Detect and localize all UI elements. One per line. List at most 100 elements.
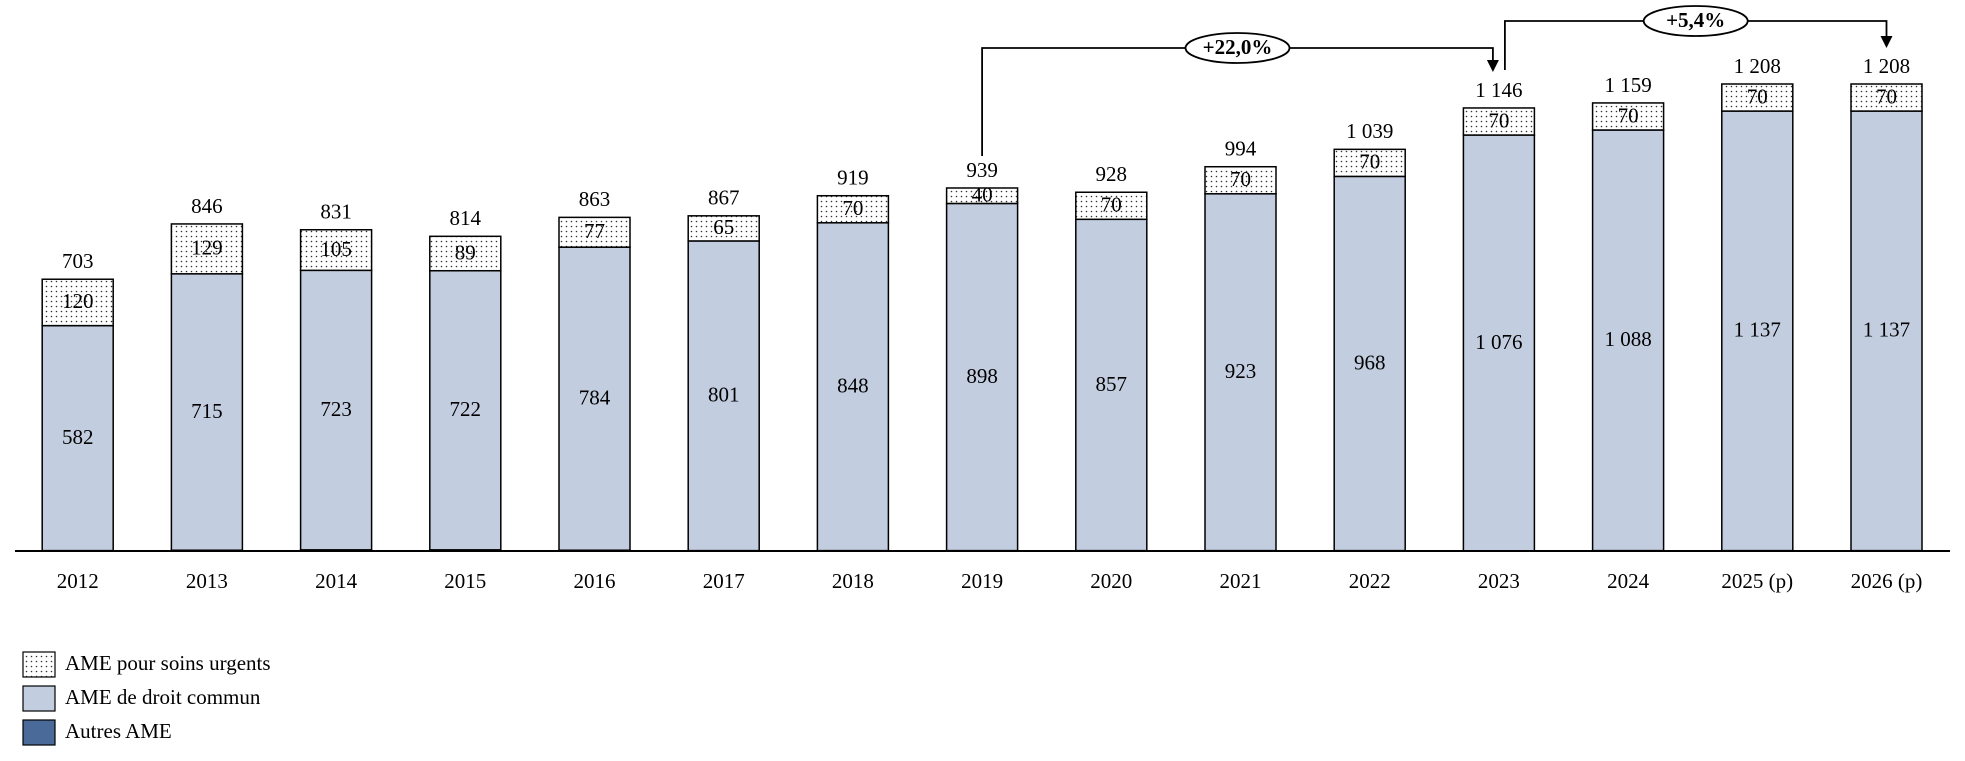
value-label: 70	[1618, 103, 1639, 127]
bar-segment	[816, 194, 890, 224]
value-label: 70	[1876, 84, 1897, 108]
value-label: 1 088	[1604, 327, 1651, 351]
annotation-text: +5,4%	[1666, 8, 1725, 32]
legend-swatch	[22, 719, 56, 746]
total-label: 939	[966, 158, 998, 182]
total-label: 1 208	[1734, 54, 1781, 78]
annotation-bubble	[1184, 32, 1291, 64]
bar-segment	[299, 269, 373, 551]
value-label: 70	[1488, 108, 1509, 132]
value-label: 898	[966, 364, 998, 388]
bar-segment	[1462, 107, 1536, 136]
bar-segment	[429, 235, 502, 272]
arrow-head	[1880, 36, 1893, 48]
value-label: 801	[708, 383, 740, 407]
total-label: 1 146	[1475, 78, 1522, 102]
bar-segment	[1204, 165, 1277, 195]
x-tick-label: 2025 (p)	[1721, 569, 1793, 593]
value-label: 1 137	[1863, 318, 1910, 342]
arrow-head	[1486, 59, 1499, 72]
x-tick-label: 2016	[574, 569, 616, 593]
value-label: 857	[1096, 372, 1128, 396]
annotation-bubble	[1642, 5, 1749, 37]
value-label: 923	[1225, 359, 1257, 383]
x-tick-label: 2012	[57, 569, 99, 593]
legend-swatch	[22, 651, 56, 678]
x-tick-label: 2020	[1090, 569, 1132, 593]
bar-segment	[1850, 83, 1923, 112]
bar-segment	[558, 216, 631, 248]
value-label: 70	[842, 196, 863, 220]
value-label: 715	[191, 399, 223, 423]
bar-segment	[1075, 218, 1148, 552]
value-label: 70	[1230, 167, 1251, 191]
bar-segment	[170, 223, 244, 275]
legend-label: AME de droit commun	[65, 685, 261, 709]
x-tick-label: 2015	[444, 569, 486, 593]
value-label: 65	[713, 215, 734, 239]
total-label: 703	[62, 249, 94, 273]
value-label: 1 137	[1734, 318, 1781, 342]
x-tick-label: 2017	[703, 569, 745, 593]
x-tick-label: 2013	[186, 569, 228, 593]
total-label: 1 159	[1604, 73, 1651, 97]
value-label: 89	[455, 240, 476, 264]
x-tick-label: 2018	[832, 569, 874, 593]
annotation-text: +22,0%	[1203, 35, 1273, 59]
value-label: 120	[62, 289, 94, 313]
total-label: 867	[708, 186, 740, 210]
x-tick-label: 2021	[1220, 569, 1262, 593]
value-label: 722	[450, 397, 482, 421]
total-label: 919	[837, 166, 869, 190]
x-tick-label: 2023	[1478, 569, 1520, 593]
x-tick-label: 2019	[961, 569, 1003, 593]
bar-segment	[299, 228, 373, 272]
bar-segment	[1333, 175, 1406, 552]
bar-segment	[687, 215, 760, 242]
value-label: 1 076	[1475, 330, 1522, 354]
x-tick-label: 2026 (p)	[1851, 569, 1923, 593]
total-label: 928	[1096, 162, 1128, 186]
value-label: 848	[837, 374, 869, 398]
bar-segment	[1075, 191, 1148, 221]
value-label: 129	[191, 236, 223, 260]
legend-label: AME pour soins urgents	[65, 651, 271, 675]
value-label: 70	[1359, 150, 1380, 174]
bar-segment	[41, 324, 114, 552]
total-label: 831	[320, 200, 352, 224]
bar-segment	[429, 269, 502, 551]
value-label: 70	[1747, 84, 1768, 108]
legend-swatch	[22, 685, 56, 712]
bar-segment	[1721, 110, 1794, 552]
bar-segment	[1721, 83, 1794, 112]
legend-label: Autres AME	[65, 719, 172, 743]
value-label: 40	[972, 183, 993, 207]
value-label: 77	[584, 219, 605, 243]
total-label: 846	[191, 194, 223, 218]
total-label: 994	[1225, 137, 1257, 161]
x-tick-label: 2022	[1349, 569, 1391, 593]
value-label: 70	[1101, 193, 1122, 217]
bar-segment	[558, 246, 631, 551]
value-label: 784	[579, 385, 611, 409]
value-label: 582	[62, 425, 94, 449]
bar-segment	[1333, 148, 1406, 178]
total-label: 814	[450, 206, 482, 230]
total-label: 863	[579, 187, 611, 211]
bar-segment	[1591, 102, 1665, 131]
value-label: 723	[320, 397, 352, 421]
x-tick-label: 2014	[315, 569, 358, 593]
total-label: 1 208	[1863, 54, 1910, 78]
x-tick-label: 2024	[1607, 569, 1650, 593]
bar-segment	[945, 202, 1019, 552]
bar-segment	[1591, 129, 1665, 552]
value-label: 105	[320, 237, 352, 261]
bar-segment	[816, 222, 890, 552]
bar-segment	[945, 187, 1019, 205]
total-label: 1 039	[1346, 119, 1393, 143]
bar-segment	[1204, 193, 1277, 552]
bar-segment	[41, 278, 114, 327]
bar-segment	[687, 240, 760, 552]
value-label: 968	[1354, 350, 1386, 374]
